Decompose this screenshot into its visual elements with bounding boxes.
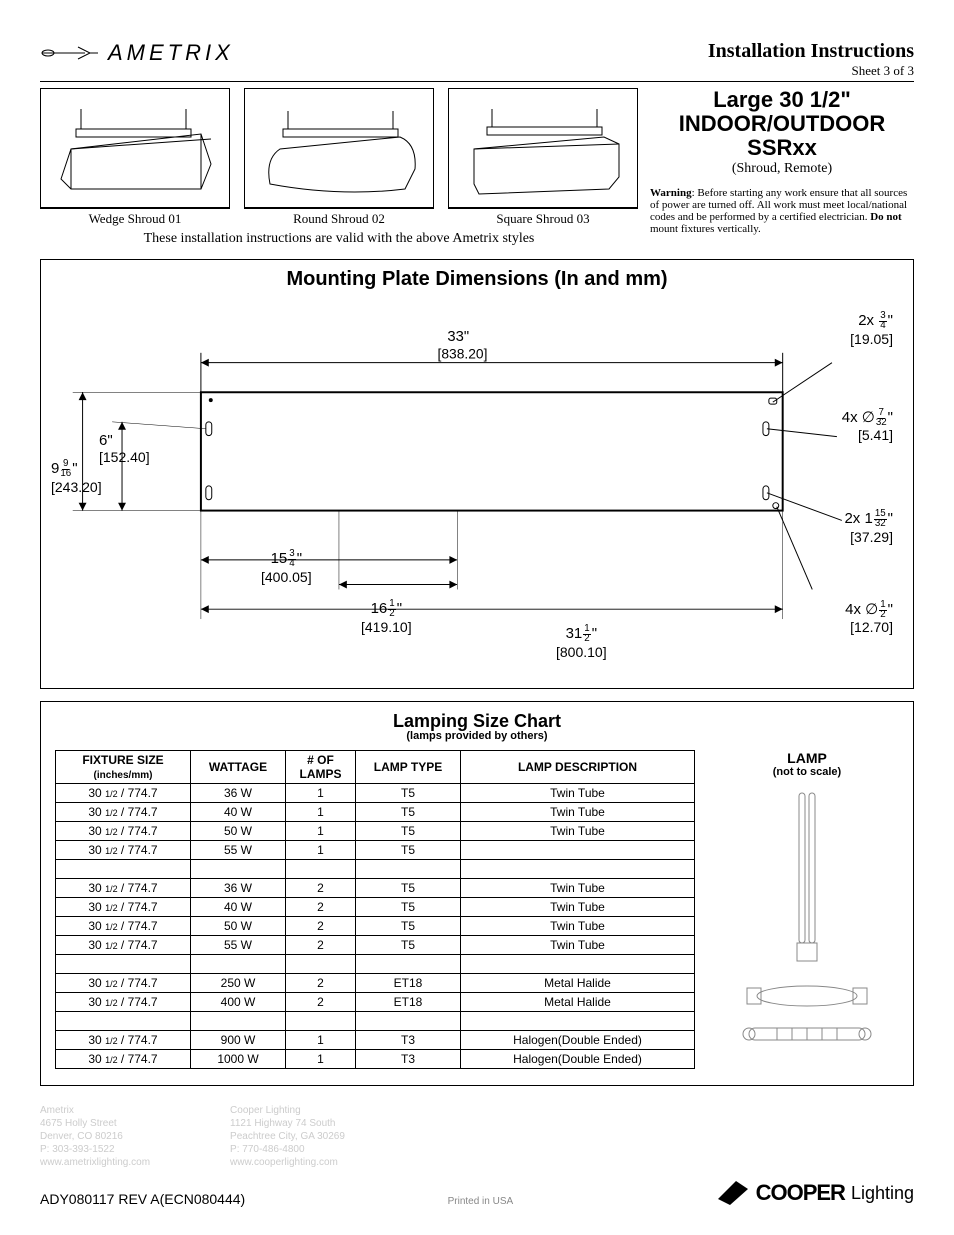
dim-r2: 4x ∅732" [5.41] [842, 408, 893, 443]
lamping-sub: (lamps provided by others) [55, 730, 899, 742]
svg-text:33": 33" [447, 329, 469, 345]
cooper-logo: COOPER Lighting [716, 1179, 914, 1207]
shroud-round [244, 88, 434, 208]
dim-r4: 4x ∅12" [12.70] [845, 600, 893, 635]
table-row: 30 1/2 / 774.71000 W1T3Halogen(Double En… [56, 1050, 695, 1069]
printed-in: Printed in USA [448, 1196, 514, 1207]
table-row: 30 1/2 / 774.740 W1T5Twin Tube [56, 803, 695, 822]
dim-9in: 9916" [243.20] [51, 460, 102, 495]
table-row: 30 1/2 / 774.750 W2T5Twin Tube [56, 917, 695, 936]
dim-15in: 1534" [400.05] [261, 550, 312, 585]
shroud-round-label: Round Shroud 02 [244, 208, 434, 229]
svg-text:[838.20]: [838.20] [438, 347, 488, 362]
dim-r1: 2x 34" [19.05] [850, 312, 893, 347]
table-row: 30 1/2 / 774.7900 W1T3Halogen(Double End… [56, 1031, 695, 1050]
table-row: 30 1/2 / 774.7400 W2ET18Metal Halide [56, 993, 695, 1012]
lamp-img-title: LAMP [715, 750, 899, 766]
warning-text: Warning: Before starting any work ensure… [650, 187, 914, 235]
dim-r3: 2x 11532" [37.29] [844, 510, 893, 545]
lamp-illustrations [737, 788, 877, 1048]
table-row: 30 1/2 / 774.740 W2T5Twin Tube [56, 898, 695, 917]
shroud-square-label: Square Shroud 03 [448, 208, 638, 229]
brand-logo: AMETRIX [40, 40, 234, 66]
lamping-title: Lamping Size Chart [55, 712, 899, 730]
sheet-number: Sheet 3 of 3 [708, 63, 914, 79]
mounting-plate-box: Mounting Plate Dimensions (In and mm) 33… [40, 259, 914, 689]
table-row: 30 1/2 / 774.736 W2T5Twin Tube [56, 879, 695, 898]
lamp-img-sub: (not to scale) [715, 766, 899, 778]
brand-name: AMETRIX [108, 40, 234, 66]
shroud-row: Wedge Shroud 01 Round Shroud 02 [40, 88, 638, 229]
footer-addr1: Ametrix4675 Holly StreetDenver, CO 80216… [40, 1104, 150, 1169]
dim-31in: 3112" [800.10] [556, 625, 607, 660]
table-row: 30 1/2 / 774.755 W2T5Twin Tube [56, 936, 695, 955]
lamping-table: FIXTURE SIZE(inches/mm) WATTAGE # OF LAM… [55, 750, 695, 1069]
shroud-wedge-label: Wedge Shroud 01 [40, 208, 230, 229]
product-sub: (Shroud, Remote) [650, 161, 914, 177]
shroud-square [448, 88, 638, 208]
product-line1: Large 30 1/2" [650, 88, 914, 112]
shroud-note: These installation instructions are vali… [40, 231, 638, 247]
table-row: 30 1/2 / 774.7250 W2ET18Metal Halide [56, 974, 695, 993]
doc-title: Installation Instructions [708, 40, 914, 63]
table-row: 30 1/2 / 774.750 W1T5Twin Tube [56, 822, 695, 841]
mounting-title: Mounting Plate Dimensions (In and mm) [53, 268, 901, 291]
dim-16in: 1612" [419.10] [361, 600, 412, 635]
table-row: 30 1/2 / 774.736 W1T5Twin Tube [56, 784, 695, 803]
product-line2: INDOOR/OUTDOOR [650, 112, 914, 136]
lamping-box: Lamping Size Chart (lamps provided by ot… [40, 701, 914, 1086]
footer-addr2: Cooper Lighting1121 Highway 74 SouthPeac… [230, 1104, 345, 1169]
table-row: 30 1/2 / 774.755 W1T5 [56, 841, 695, 860]
shroud-wedge [40, 88, 230, 208]
product-line3: SSRxx [650, 136, 914, 160]
revision: ADY080117 REV A(ECN080444) [40, 1191, 245, 1207]
dim-6in: 6" [152.40] [99, 432, 150, 465]
